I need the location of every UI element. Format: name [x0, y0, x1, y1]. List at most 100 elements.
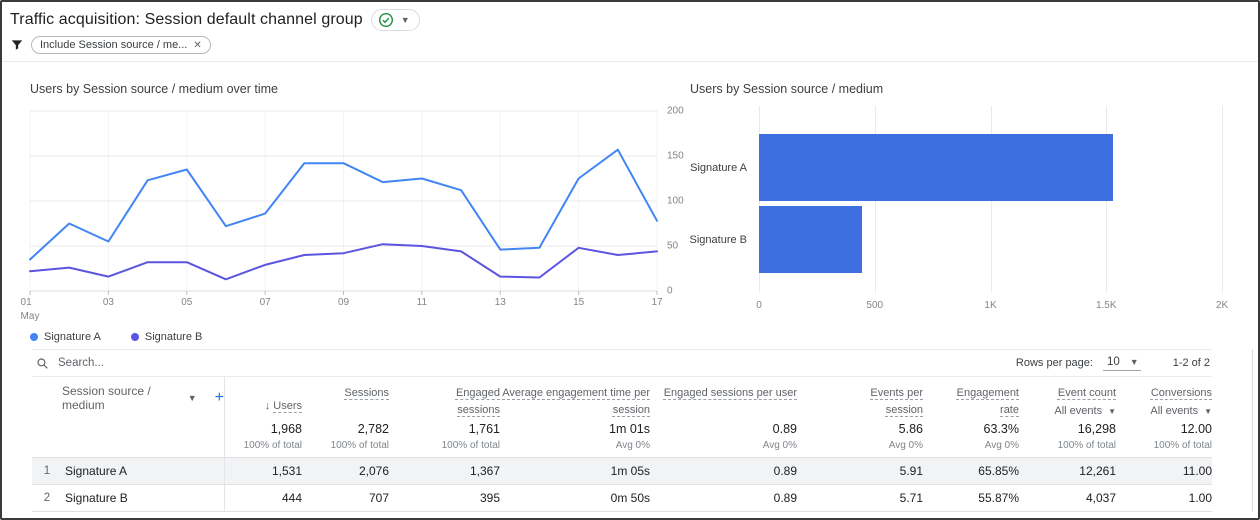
column-header-engagement-rate[interactable]: Engagement rate: [923, 377, 1019, 419]
totals-sub-label: 100% of total: [1057, 439, 1116, 451]
row-metric-value: 444: [224, 485, 302, 511]
filter-chip-label: Include Session source / me...: [40, 39, 188, 51]
page-title: Traffic acquisition: Session default cha…: [10, 11, 363, 28]
row-metric-value: 2,076: [358, 464, 389, 478]
totals-sub-label: 100% of total: [330, 439, 389, 451]
totals-sub-label: Avg 0%: [615, 439, 650, 451]
filter-chip[interactable]: Include Session source / me... ✕: [31, 36, 211, 54]
dimension-header[interactable]: Session source / medium ▼ +: [62, 384, 224, 412]
x-axis-tick-label: 17: [651, 297, 663, 308]
y-axis-tick-label: 0: [667, 285, 673, 297]
column-header-average-engagement-time-per-session[interactable]: Average engagement time per session: [500, 377, 650, 419]
legend-label: Signature A: [44, 331, 101, 343]
chevron-down-icon[interactable]: ▼: [187, 392, 197, 403]
legend-dot-icon: [130, 333, 139, 341]
table-row: 2 Signature B 444 707 395 0m 50s 0.89 5.71 55.87…: [32, 485, 1212, 512]
data-quality-badge[interactable]: ▼: [370, 9, 420, 31]
search-icon: [37, 357, 48, 369]
row-metric-value: 1m 05s: [610, 464, 650, 478]
totals-value: 1,968: [270, 422, 302, 437]
x-axis-tick-label: 15: [573, 297, 585, 308]
column-header-users[interactable]: ↓ Users: [224, 377, 302, 428]
totals-value: 12.00: [1180, 422, 1212, 437]
rows-per-page-label: Rows per page:: [1015, 357, 1093, 369]
column-header-label: Conversions: [1150, 387, 1212, 399]
column-header-event-count[interactable]: Event count All events ▼: [1019, 377, 1116, 419]
bar-signature-a[interactable]: [759, 134, 1114, 201]
metric-event-selector[interactable]: All events ▼: [1054, 405, 1116, 418]
row-metric-value: 707: [368, 491, 389, 505]
row-number: 1: [43, 465, 51, 477]
totals-value: 0.89: [772, 422, 797, 437]
x-axis-tick-label: 0: [756, 300, 762, 311]
totals-value: 1,761: [468, 422, 500, 437]
column-header-events-per-session[interactable]: Events per session: [797, 377, 923, 419]
row-number: 2: [43, 492, 51, 504]
bar-chart-plot[interactable]: Signature A Signature B: [690, 106, 1223, 293]
column-header-sessions[interactable]: Sessions: [302, 377, 389, 419]
totals-sub-label: Avg 0%: [762, 439, 797, 451]
table-search: [36, 356, 1016, 370]
table-body: 1 Signature A 1,531 2,076 1,367 1m 05s 0.89 5.9…: [32, 458, 1212, 512]
y-axis-tick-label: 200: [667, 105, 684, 117]
bar-chart-x-axis: 0 500 1K 1.5K 2K: [756, 300, 1228, 316]
totals-value: 2,782: [357, 422, 389, 437]
metric-event-selector[interactable]: All events ▼: [1150, 405, 1212, 418]
row-dimension-value: Signature A: [65, 464, 128, 478]
bar-signature-b[interactable]: [759, 206, 862, 273]
row-metric-value: 0.89: [773, 464, 797, 478]
page-range-label: 1-2 of 2: [1172, 357, 1210, 369]
totals-sub-label: 100% of total: [243, 439, 302, 451]
legend-item[interactable]: Signature B: [130, 331, 203, 343]
chevron-down-icon: ▼: [1108, 407, 1116, 417]
chevron-down-icon: ▼: [400, 14, 410, 25]
close-icon[interactable]: ✕: [193, 39, 202, 51]
row-metric-value: 55.87%: [978, 491, 1019, 505]
pagination-controls: Rows per page: 10 ▼ 1-2 of 2: [1016, 355, 1212, 371]
totals-value: 1m 01s: [609, 422, 650, 437]
report-header: Traffic acquisition: Session default cha…: [2, 2, 1258, 62]
column-header-label: Engagement rate: [956, 387, 1019, 417]
line-chart-y-axis: 0 50 100 150 200: [667, 106, 697, 297]
row-metric-value: 1.00: [1188, 491, 1212, 505]
filter-funnel-icon[interactable]: [10, 38, 24, 52]
x-axis-tick-label: 01 May: [20, 297, 40, 322]
totals-cell: 1m 01s Avg 0%: [500, 421, 650, 453]
totals-cell: 1,761 100% of total: [389, 421, 500, 453]
bar-chart-gridline: [1222, 106, 1223, 293]
column-header-label: Average engagement time per session: [502, 387, 650, 417]
column-header-conversions[interactable]: Conversions All events ▼: [1116, 377, 1212, 419]
chevron-down-icon: ▼: [1204, 407, 1212, 417]
column-header-engaged-sessions[interactable]: Engaged sessions: [389, 377, 500, 419]
totals-sub-label: Avg 0%: [888, 439, 923, 451]
legend-item[interactable]: Signature A: [30, 331, 101, 343]
legend-dot-icon: [30, 333, 38, 341]
x-axis-tick-label: 07: [259, 297, 271, 308]
chevron-down-icon: ▼: [1129, 356, 1139, 367]
check-circle-icon: [378, 12, 393, 28]
y-axis-tick-label: 100: [667, 195, 684, 207]
bar-category-label: Signature B: [689, 233, 747, 246]
column-header-engaged-sessions-per-user[interactable]: Engaged sessions per user: [650, 377, 797, 419]
charts-panel: Users by Session source / medium over ti…: [2, 62, 1258, 349]
sort-descending-icon: ↓: [264, 399, 271, 412]
legend-label: Signature B: [144, 331, 203, 343]
bar-category-label: Signature A: [690, 161, 747, 174]
table-row: 1 Signature A 1,531 2,076 1,367 1m 05s 0.89 5.9…: [32, 458, 1212, 485]
x-axis-tick-label: 11: [416, 297, 428, 308]
totals-value: 5.86: [898, 422, 923, 437]
rows-per-page-select[interactable]: 10 ▼: [1102, 355, 1141, 371]
totals-cell: 16,298 100% of total: [1019, 421, 1116, 453]
x-axis-tick-label: 1K: [984, 300, 997, 311]
line-chart-card: Users by Session source / medium over ti…: [21, 82, 690, 349]
line-chart-plot[interactable]: 0 50 100 150 200: [29, 106, 684, 297]
x-axis-tick-label: 05: [181, 297, 193, 308]
totals-value: 63.3%: [983, 422, 1019, 437]
column-header-label: Engaged sessions: [455, 387, 500, 417]
dimension-header-label: Session source / medium: [62, 384, 151, 413]
add-dimension-button[interactable]: +: [214, 389, 224, 407]
row-metric-value: 0.89: [773, 491, 797, 505]
search-input[interactable]: [56, 356, 360, 370]
totals-cell: 0.89 Avg 0%: [650, 421, 797, 453]
